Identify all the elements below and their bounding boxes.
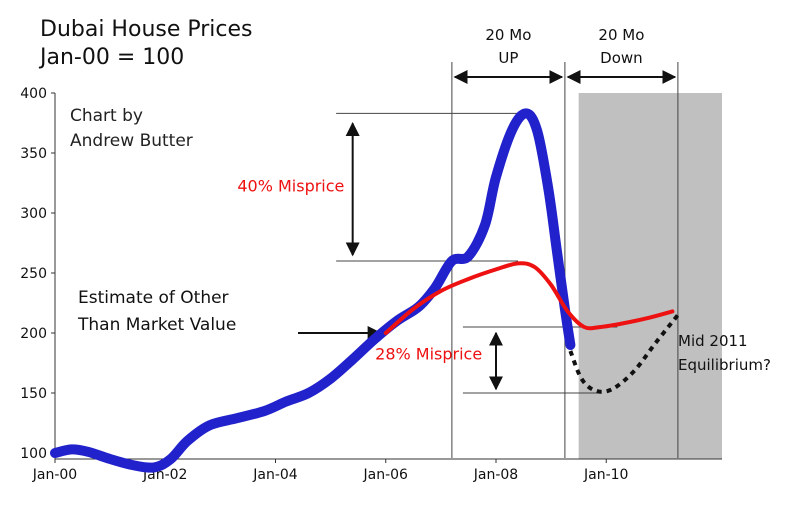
x-tick-label: Jan-10 — [583, 467, 628, 483]
chart-title-line2: Jan-00 = 100 — [40, 45, 185, 70]
chart-title: Dubai House Prices Jan-00 = 100 — [40, 16, 253, 72]
y-tick-label: 250 — [20, 266, 47, 282]
house-price-line — [50, 108, 576, 473]
misprice-28-label: 28% Misprice — [375, 344, 482, 363]
y-tick-label: 100 — [20, 446, 47, 462]
x-tick-label: Jan-08 — [473, 467, 518, 483]
x-tick-label: Jan-04 — [252, 467, 298, 483]
chart-credit: Chart by Andrew Butter — [70, 104, 193, 154]
up-label-line1: 20 Mo — [485, 26, 531, 44]
y-tick-label: 200 — [20, 326, 47, 342]
misprice-40-label: 40% Misprice — [237, 176, 344, 195]
estimate-line — [383, 261, 675, 335]
up-label-line2: UP — [498, 49, 518, 67]
chart-credit-line1: Chart by — [70, 106, 143, 126]
equilibrium-label-line1: Mid 2011 — [678, 332, 748, 350]
x-tick-label: Jan-06 — [363, 467, 409, 483]
down-label-line2: Down — [600, 49, 643, 67]
equilibrium-label-line2: Equilibrium? — [678, 356, 771, 374]
y-tick-label: 300 — [20, 206, 47, 222]
chart-title-line1: Dubai House Prices — [40, 17, 253, 42]
shaded-region — [578, 93, 722, 459]
estimate-label-line1: Estimate of Other — [78, 288, 229, 308]
estimate-label-line2: Than Market Value — [77, 315, 236, 335]
y-tick-label: 400 — [20, 86, 47, 102]
chart-credit-line2: Andrew Butter — [70, 131, 193, 151]
down-label-line1: 20 Mo — [598, 26, 644, 44]
forecast-line — [568, 313, 680, 394]
y-tick-label: 150 — [20, 386, 47, 402]
x-tick-label: Jan-00 — [32, 467, 77, 483]
y-tick-label: 350 — [20, 146, 47, 162]
